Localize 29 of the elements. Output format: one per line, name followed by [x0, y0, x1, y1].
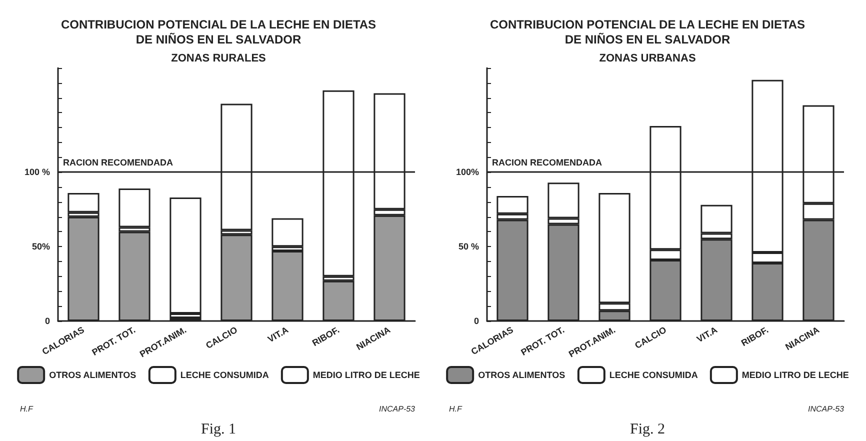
y-tick-label: 100 % — [24, 167, 50, 178]
bar — [170, 197, 202, 314]
y-tick-label: 0 — [474, 316, 479, 326]
y-tick-label: 0 — [44, 316, 50, 326]
x-tick-label: VIT.A — [694, 324, 720, 344]
legend-label: LECHE CONSUMIDA — [180, 370, 270, 380]
chart-subtitle: ZONAS RURALES — [171, 52, 266, 64]
caption: Fig. 2 — [630, 422, 666, 438]
legend-label: MEDIO LITRO DE LECHE — [312, 370, 420, 380]
ref-line-label: RACION RECOMENDADA — [492, 158, 602, 168]
text: INCAP-53 — [378, 404, 416, 414]
text: H.F — [449, 404, 463, 414]
chart-subtitle: ZONAS URBANAS — [599, 52, 696, 64]
text: INCAP-53 — [808, 404, 845, 414]
legend-label: OTROS ALIMENTOS — [478, 370, 566, 380]
text: H.F — [20, 404, 34, 414]
y-tick-label: 50 % — [458, 242, 479, 252]
chart-title: CONTRIBUCION POTENCIAL DE LA LECHE EN DIETAS DE NIÑOS EN EL SALVADOR — [60, 18, 376, 46]
y-tick-label: 100% — [456, 167, 479, 178]
caption: Fig. 1 — [200, 422, 236, 438]
bar — [272, 218, 304, 247]
legend-label: LECHE CONSUMIDA — [609, 370, 698, 380]
ref-line-label: RACION RECOMENDADA — [63, 158, 174, 168]
y-tick-label: 50% — [32, 242, 50, 252]
chart-title: CONTRIBUCION POTENCIAL DE LA LECHE EN DIETAS DE NIÑOS EN EL SALVADOR — [490, 18, 806, 46]
bar — [118, 188, 150, 228]
legend-label: MEDIO LITRO DE LECHE — [742, 370, 849, 380]
legend-label: OTROS ALIMENTOS — [49, 370, 136, 380]
x-tick-label: VIT.A — [266, 324, 290, 344]
